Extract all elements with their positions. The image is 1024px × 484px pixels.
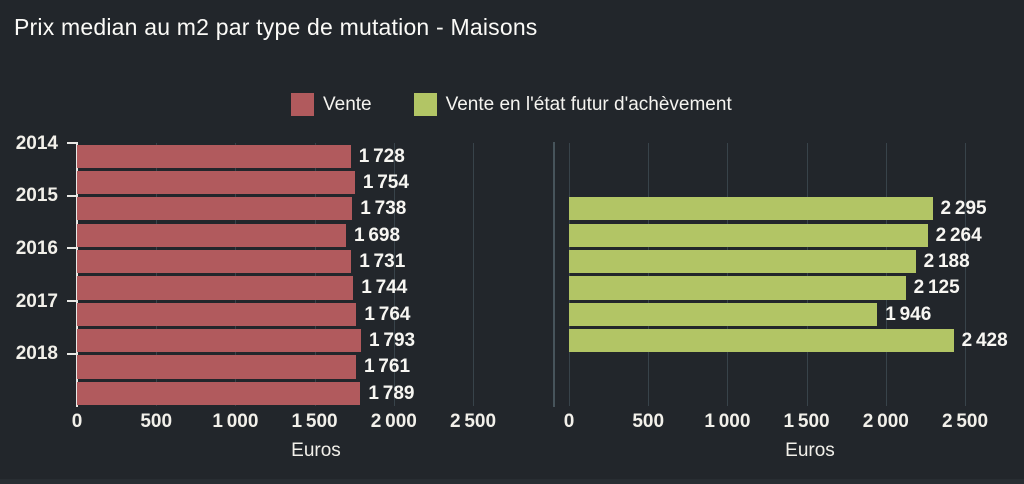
- x-tick-label: 1 000: [212, 411, 259, 432]
- bar-vente[interactable]: [77, 250, 352, 274]
- gridline: [885, 143, 887, 406]
- gridline: [806, 143, 808, 406]
- bar-value-label: 1 754: [362, 171, 409, 193]
- bar-value-label: 2 125: [913, 277, 960, 299]
- y-axis-line: [75, 142, 78, 407]
- gridline: [393, 143, 395, 406]
- gridline: [473, 143, 474, 406]
- year-tick-mark: [67, 247, 76, 250]
- gridline: [648, 143, 650, 406]
- x-tick-label: 500: [632, 411, 665, 432]
- x-tick-label: 0: [563, 411, 575, 432]
- bar-vente[interactable]: [77, 302, 357, 326]
- window-bottom-edge: [0, 479, 1024, 484]
- x-tick-label: 2 000: [370, 411, 417, 432]
- x-axis-unit-label: Euros: [291, 440, 341, 461]
- bar-value-label: 1 761: [363, 356, 411, 378]
- gridline: [965, 143, 966, 406]
- bar-value-label: 1 789: [368, 382, 415, 404]
- bar-vente[interactable]: [77, 276, 354, 300]
- year-axis-label: 2014: [15, 132, 58, 154]
- bar-vefa[interactable]: [569, 223, 928, 247]
- bar-vefa[interactable]: [569, 197, 933, 221]
- gridline: [235, 143, 237, 406]
- legend-item-vente: Vente: [291, 93, 372, 116]
- gridline: [727, 143, 729, 406]
- gridline: [569, 143, 570, 406]
- gridline: [314, 143, 316, 406]
- y-axis-line: [552, 142, 555, 407]
- bar-vente[interactable]: [77, 355, 356, 379]
- legend-swatch-vente: [291, 93, 314, 116]
- year-tick-mark: [67, 142, 76, 144]
- bar-value-label: 1 698: [353, 224, 401, 246]
- x-tick-label: 2 000: [862, 411, 909, 432]
- bar-value-label: 2 188: [923, 251, 970, 272]
- bar-vente[interactable]: [77, 329, 361, 353]
- year-axis-label: 2017: [15, 290, 58, 312]
- bar-vente[interactable]: [77, 223, 346, 247]
- legend-label-vente: Vente: [323, 93, 372, 115]
- x-axis-unit-label: Euros: [785, 440, 835, 461]
- year-tick-mark: [67, 352, 76, 355]
- x-tick-label: 0: [71, 411, 83, 432]
- bar-value-label: 1 731: [359, 251, 406, 272]
- bar-vente[interactable]: [77, 144, 351, 168]
- bar-value-label: 1 793: [369, 330, 416, 352]
- legend-label-vefa: Vente en l'état futur d'achèvement: [445, 93, 732, 115]
- x-tick-label: 1 500: [291, 411, 338, 432]
- bar-vefa[interactable]: [569, 250, 916, 274]
- bar-value-label: 2 295: [940, 198, 987, 220]
- bar-value-label: 2 264: [935, 224, 982, 246]
- bar-vente[interactable]: [77, 170, 355, 195]
- legend-swatch-vefa: [413, 93, 437, 116]
- bar-value-label: 1 946: [885, 303, 932, 325]
- x-tick-label: 2 500: [941, 411, 989, 432]
- legend-item-vefa: Vente en l'état futur d'achèvement: [413, 93, 732, 116]
- x-tick-label: 1 500: [783, 411, 830, 432]
- year-tick-mark: [67, 300, 76, 303]
- legend: Vente Vente en l'état futur d'achèvement: [291, 93, 732, 116]
- bar-value-label: 1 738: [360, 198, 407, 220]
- x-tick-label: 2 500: [449, 411, 497, 432]
- x-tick-label: 1 000: [704, 411, 751, 432]
- bar-value-label: 1 728: [358, 145, 405, 167]
- bar-value-label: 1 744: [361, 277, 408, 299]
- x-tick-label: 500: [140, 411, 173, 432]
- bar-vefa[interactable]: [569, 276, 906, 300]
- year-tick-mark: [67, 194, 76, 197]
- bar-vente[interactable]: [77, 197, 353, 221]
- bar-vente[interactable]: [77, 381, 361, 405]
- bar-vefa[interactable]: [569, 329, 954, 353]
- bar-value-label: 2 428: [961, 330, 1008, 352]
- bar-vefa[interactable]: [569, 302, 878, 326]
- year-axis-label: 2016: [15, 237, 58, 259]
- year-axis-label: 2015: [15, 185, 58, 207]
- year-axis-label: 2018: [15, 343, 58, 365]
- gridline: [156, 143, 158, 406]
- bar-value-label: 1 764: [364, 303, 411, 325]
- chart-title: Prix median au m2 par type de mutation -…: [14, 14, 538, 40]
